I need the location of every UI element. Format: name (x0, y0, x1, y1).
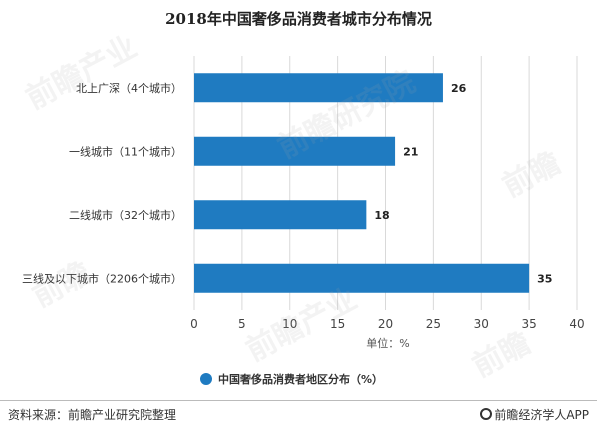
bar (194, 200, 367, 230)
chart-plot: 北上广深（4个城市） 一线城市（11个城市） 二线城市（32个城市） 三线及以下城市（… (22, 56, 585, 386)
chart-title: 2018年中国奢侈品消费者城市分布情况 (165, 10, 432, 28)
bar (194, 73, 443, 103)
x-tick-labels: 0 5 10 15 20 25 30 35 40 (190, 317, 584, 331)
data-label: 18 (374, 209, 389, 222)
x-tick-label: 0 (190, 317, 198, 331)
legend-label: 中国奢侈品消费者地区分布（%） (218, 372, 383, 386)
category-label: 一线城市（11个城市） (69, 144, 182, 158)
data-labels: 26 21 18 35 (374, 82, 552, 286)
category-labels: 北上广深（4个城市） 一线城市（11个城市） 二线城市（32个城市） 三线及以下城市（… (22, 81, 182, 286)
bars (194, 73, 530, 293)
category-label: 二线城市（32个城市） (69, 208, 182, 222)
category-label: 北上广深（4个城市） (76, 81, 182, 95)
x-tick-label: 5 (238, 317, 246, 331)
data-label: 21 (403, 145, 418, 158)
x-tick-label: 20 (378, 317, 393, 331)
legend-marker (200, 373, 212, 385)
legend: 中国奢侈品消费者地区分布（%） (200, 372, 383, 386)
brand-name: 前瞻经济学人APP (494, 408, 589, 422)
data-label: 35 (537, 272, 552, 285)
x-tick-label: 25 (426, 317, 441, 331)
brand-logo-icon (480, 408, 493, 420)
x-tick-label: 15 (330, 317, 345, 331)
footer: 资料来源：前瞻产业研究院整理 前瞻经济学人APP (0, 400, 597, 433)
category-label: 三线及以下城市（2206个城市） (22, 271, 182, 285)
x-tick-label: 10 (282, 317, 297, 331)
x-axis-label: 单位：% (366, 336, 409, 350)
data-label: 26 (451, 82, 467, 95)
bar (194, 136, 396, 166)
bar (194, 263, 530, 293)
x-tick-label: 40 (569, 317, 584, 331)
brand-mark: 前瞻经济学人APP (480, 406, 589, 423)
x-tick-label: 35 (521, 317, 536, 331)
x-tick-label: 30 (474, 317, 489, 331)
source-note: 资料来源：前瞻产业研究院整理 (8, 408, 177, 422)
